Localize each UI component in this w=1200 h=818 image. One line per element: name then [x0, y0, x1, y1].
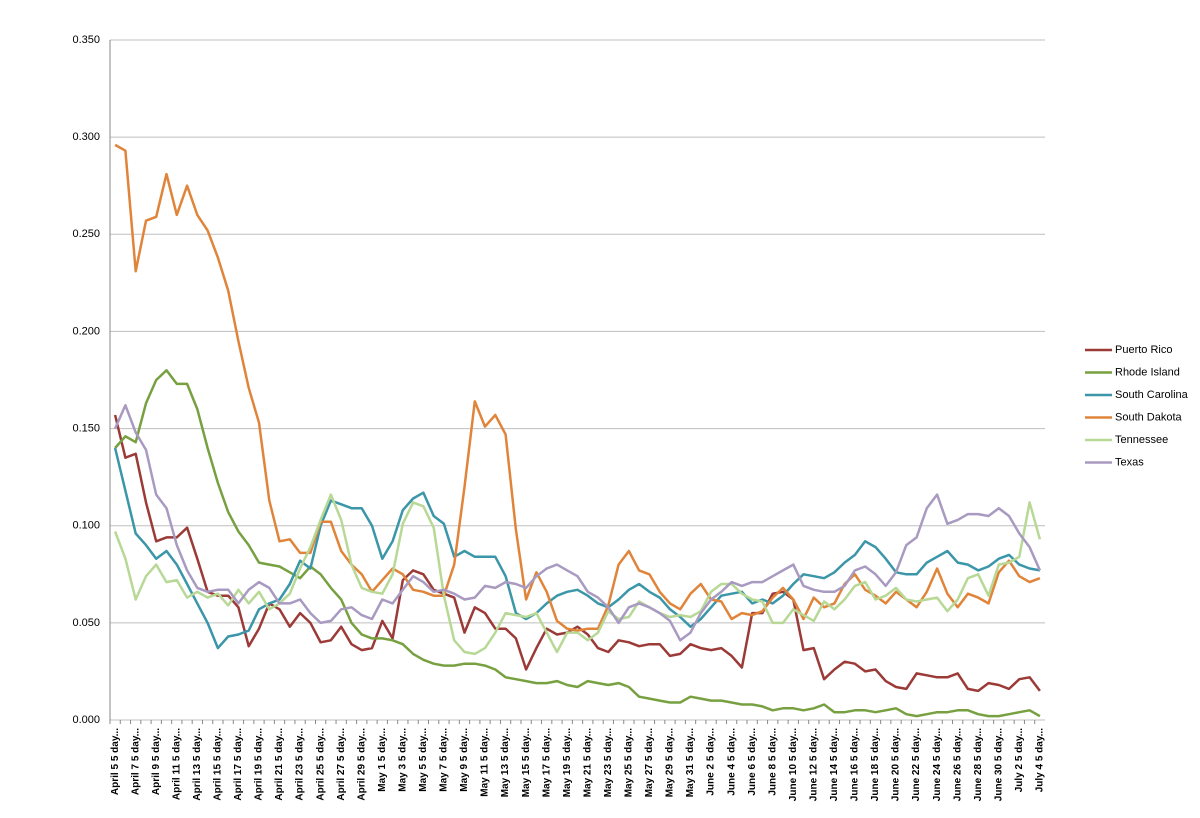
- x-tick-label: June 18 5 day...: [870, 728, 881, 801]
- x-tick-label: May 21 5 day...: [582, 728, 593, 798]
- x-tick-label: May 19 5 day...: [562, 728, 573, 798]
- y-tick-label: 0.250: [72, 228, 100, 240]
- x-tick-label: May 29 5 day...: [665, 728, 676, 798]
- x-tick-label: May 23 5 day...: [603, 728, 614, 798]
- x-tick-label: April 15 5 day...: [213, 728, 224, 801]
- y-tick-label: 0.100: [72, 520, 100, 532]
- x-tick-label: April 11 5 day...: [171, 728, 182, 800]
- x-tick-label: May 9 5 day...: [459, 728, 470, 792]
- y-tick-label: 0.350: [72, 34, 100, 46]
- x-tick-label: June 12 5 day...: [808, 728, 819, 801]
- x-tick-label: June 6 5 day...: [747, 728, 758, 796]
- x-tick-label: May 17 5 day...: [541, 728, 552, 798]
- x-tick-label: April 25 5 day...: [315, 728, 326, 801]
- x-tick-label: May 25 5 day...: [624, 728, 635, 798]
- x-tick-label: April 29 5 day...: [356, 728, 367, 801]
- x-tick-label: June 30 5 day...: [993, 728, 1004, 801]
- legend-label: Rhode Island: [1115, 366, 1180, 378]
- x-tick-label: April 19 5 day...: [254, 728, 265, 801]
- x-tick-label: June 10 5 day...: [788, 728, 799, 801]
- x-tick-label: June 8 5 day...: [767, 728, 778, 796]
- x-tick-label: April 21 5 day...: [274, 728, 285, 801]
- x-tick-label: April 7 5 day...: [130, 728, 141, 795]
- x-tick-label: April 9 5 day...: [151, 728, 162, 795]
- x-tick-label: May 11 5 day...: [480, 728, 491, 797]
- x-tick-label: May 13 5 day...: [500, 728, 511, 798]
- x-tick-label: May 15 5 day...: [521, 728, 532, 798]
- x-tick-label: June 26 5 day...: [952, 728, 963, 801]
- x-tick-label: July 2 5 day...: [1014, 728, 1025, 793]
- x-tick-label: June 20 5 day...: [891, 728, 902, 801]
- x-tick-label: May 31 5 day...: [685, 728, 696, 798]
- x-tick-label: June 2 5 day...: [706, 728, 717, 796]
- series-line: [113, 493, 1042, 656]
- x-tick-label: April 17 5 day...: [233, 728, 244, 801]
- y-tick-label: 0.200: [72, 325, 100, 337]
- legend-label: Puerto Rico: [1115, 344, 1172, 356]
- x-tick-label: May 5 5 day...: [418, 728, 429, 792]
- x-tick-label: May 1 5 day...: [377, 728, 388, 792]
- series-line: [113, 404, 1042, 642]
- x-tick-label: May 7 5 day...: [439, 728, 450, 792]
- x-tick-label: April 27 5 day...: [336, 728, 347, 801]
- series-line: [114, 369, 1041, 718]
- y-tick-label: 0.150: [72, 422, 100, 434]
- y-tick-label: 0.050: [72, 617, 100, 629]
- x-tick-label: May 3 5 day...: [397, 728, 408, 792]
- x-tick-label: April 5 5 day...: [110, 728, 121, 795]
- legend-label: Texas: [1115, 456, 1144, 468]
- legend-label: South Carolina: [1115, 389, 1189, 401]
- x-tick-label: June 14 5 day...: [829, 728, 840, 801]
- x-tick-label: July 4 5 day...: [1035, 728, 1046, 793]
- x-tick-label: June 4 5 day...: [726, 728, 737, 796]
- x-tick-label: June 28 5 day...: [973, 728, 984, 801]
- x-tick-label: June 16 5 day...: [850, 728, 861, 801]
- x-tick-label: June 24 5 day...: [932, 728, 943, 801]
- series-line: [114, 143, 1041, 632]
- legend-label: Tennessee: [1115, 434, 1168, 446]
- legend-label: South Dakota: [1115, 411, 1183, 423]
- series-line: [113, 447, 1041, 650]
- x-tick-label: June 22 5 day...: [911, 728, 922, 801]
- x-tick-label: April 13 5 day...: [192, 728, 203, 801]
- y-tick-label: 0.000: [72, 714, 100, 726]
- x-tick-label: April 23 5 day...: [295, 728, 306, 801]
- y-tick-label: 0.300: [72, 131, 100, 143]
- x-tick-label: May 27 5 day...: [644, 728, 655, 798]
